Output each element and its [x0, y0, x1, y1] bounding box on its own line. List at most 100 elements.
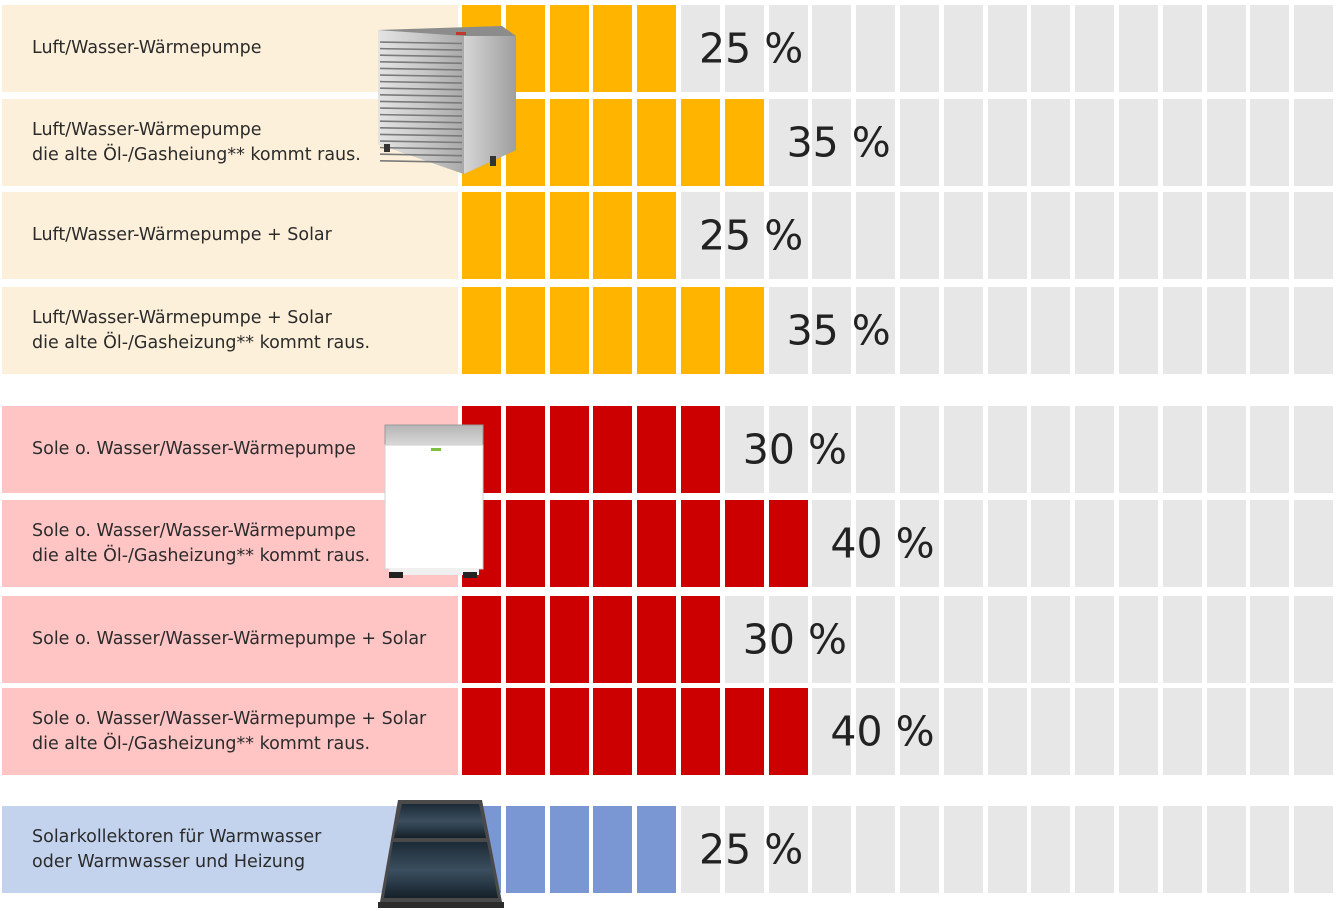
bar-segment-empty [768, 406, 808, 493]
bar-segment-empty [1119, 192, 1158, 279]
bar-segment-empty [1206, 192, 1246, 279]
bar-segment-empty [1162, 5, 1202, 92]
value-label: 35 % [786, 306, 891, 354]
bar-segment-empty [1119, 99, 1158, 186]
row-label-line: Sole o. Wasser/Wasser-Wärmepumpe [32, 439, 356, 459]
bar-segment-empty [1250, 287, 1290, 374]
bar-segment-empty [1031, 596, 1071, 683]
row-label-line: Sole o. Wasser/Wasser-Wärmepumpe + Solar [32, 629, 427, 649]
bar-segment-filled [681, 99, 720, 186]
bar-segment-empty [768, 596, 808, 683]
row-label-line: Sole o. Wasser/Wasser-Wärmepumpe + Solar [32, 708, 427, 729]
row-label-line: Solarkollektoren für Warmwasser [32, 826, 322, 847]
row-label: Sole o. Wasser/Wasser-Wärmepumpe [2, 406, 458, 493]
bar-segment-empty [1075, 99, 1115, 186]
bar-segment-empty [1119, 287, 1158, 374]
bar-segment-filled [593, 99, 633, 186]
air-water-heat-pump-image [378, 26, 516, 174]
value-label: 40 % [830, 519, 935, 567]
bar-segment-empty [987, 287, 1027, 374]
bar-segment-empty [856, 806, 896, 893]
bar-segment-empty [812, 287, 852, 374]
row-label-line: die alte Öl-/Gasheizung** kommt raus. [32, 332, 371, 353]
chart-row: Sole o. Wasser/Wasser-Wärmepumpe + Solar… [0, 596, 1336, 683]
value-label: 25 % [699, 211, 804, 259]
bar-segment-empty [856, 500, 896, 587]
bar-segment-empty [1031, 192, 1071, 279]
bar-segment-filled [681, 596, 720, 683]
bar-segment-empty [1031, 406, 1071, 493]
chart-row: Solarkollektoren für Warmwasser oder Warm… [0, 806, 1336, 893]
bar-segment-filled [593, 688, 633, 775]
bar-segment-empty [1031, 287, 1071, 374]
bar-segment-empty [856, 688, 896, 775]
bar-segment-empty [900, 596, 939, 683]
bar-segment-filled [593, 500, 633, 587]
row-label: Luft/Wasser-Wärmepumpe + Solar [2, 192, 458, 279]
bar-segment-filled [637, 806, 677, 893]
value-label: 30 % [742, 615, 847, 663]
bar-segment-empty [1162, 192, 1202, 279]
bar-segment-empty [987, 688, 1027, 775]
bar-segment-empty [900, 406, 939, 493]
bar-segment-empty [812, 500, 852, 587]
bar-segment-filled [681, 406, 720, 493]
bar-segment-empty [724, 192, 764, 279]
bar-segment-filled [681, 500, 720, 587]
bar-segment-empty [943, 596, 983, 683]
bar-segment-filled [549, 287, 589, 374]
bar-segment-filled [505, 596, 545, 683]
bar-segment-filled [549, 500, 589, 587]
bar-segment-empty [1031, 688, 1071, 775]
bar-segment-empty [768, 806, 808, 893]
value-label: 35 % [786, 118, 891, 166]
bar-segment-filled [637, 500, 677, 587]
bar-segment-empty [943, 406, 983, 493]
bar-segment-empty [987, 806, 1027, 893]
bar-segment-empty [1294, 688, 1334, 775]
bar-segment-empty [1075, 5, 1115, 92]
bar-segment-empty [856, 596, 896, 683]
bar-segment-empty [943, 500, 983, 587]
bar-segment-filled [462, 596, 501, 683]
bar-segment-empty [900, 500, 939, 587]
bar-segment-empty [856, 5, 896, 92]
bar-segment-empty [1294, 806, 1334, 893]
row-label-line: die alte Öl-/Gasheiung** kommt raus. [32, 144, 361, 165]
bar-segment-empty [856, 287, 896, 374]
bar-segment-empty [681, 5, 720, 92]
bar-segment-empty [1075, 688, 1115, 775]
bar-segment-empty [1162, 500, 1202, 587]
value-label: 30 % [742, 425, 847, 473]
value-label: 25 % [699, 825, 804, 873]
bar-segment-empty [943, 5, 983, 92]
bar-segment-filled [505, 192, 545, 279]
bar-segment-empty [1162, 287, 1202, 374]
bar-segment-empty [768, 192, 808, 279]
bar-segment-empty [856, 406, 896, 493]
row-label-line: Sole o. Wasser/Wasser-Wärmepumpe [32, 520, 356, 541]
bar-segment-filled [549, 99, 589, 186]
bar-segment-empty [987, 99, 1027, 186]
bar-segment-empty [1250, 99, 1290, 186]
bar-segment-filled [681, 287, 720, 374]
bar-segment-empty [1162, 806, 1202, 893]
bar-segment-empty [1206, 596, 1246, 683]
bar-segment-empty [1119, 688, 1158, 775]
row-label: Sole o. Wasser/Wasser-Wärmepumpe die alte… [2, 500, 458, 587]
bar-segment-empty [943, 99, 983, 186]
bar-segment-filled [505, 688, 545, 775]
bar-segment-empty [943, 688, 983, 775]
chart-row: Luft/Wasser-Wärmepumpe + Solar die alte Ö… [0, 287, 1336, 374]
bar-segment-empty [900, 688, 939, 775]
bar-segment-filled [637, 596, 677, 683]
value-label: 25 % [699, 24, 804, 72]
bar-segment-empty [1206, 500, 1246, 587]
bar-segment-empty [1250, 406, 1290, 493]
bar-segment-empty [1031, 500, 1071, 587]
bar-segment-filled [637, 406, 677, 493]
bar-segment-empty [1206, 287, 1246, 374]
bar-segment-filled [549, 596, 589, 683]
bar-segment-empty [1294, 192, 1334, 279]
bar-segment-empty [1075, 406, 1115, 493]
